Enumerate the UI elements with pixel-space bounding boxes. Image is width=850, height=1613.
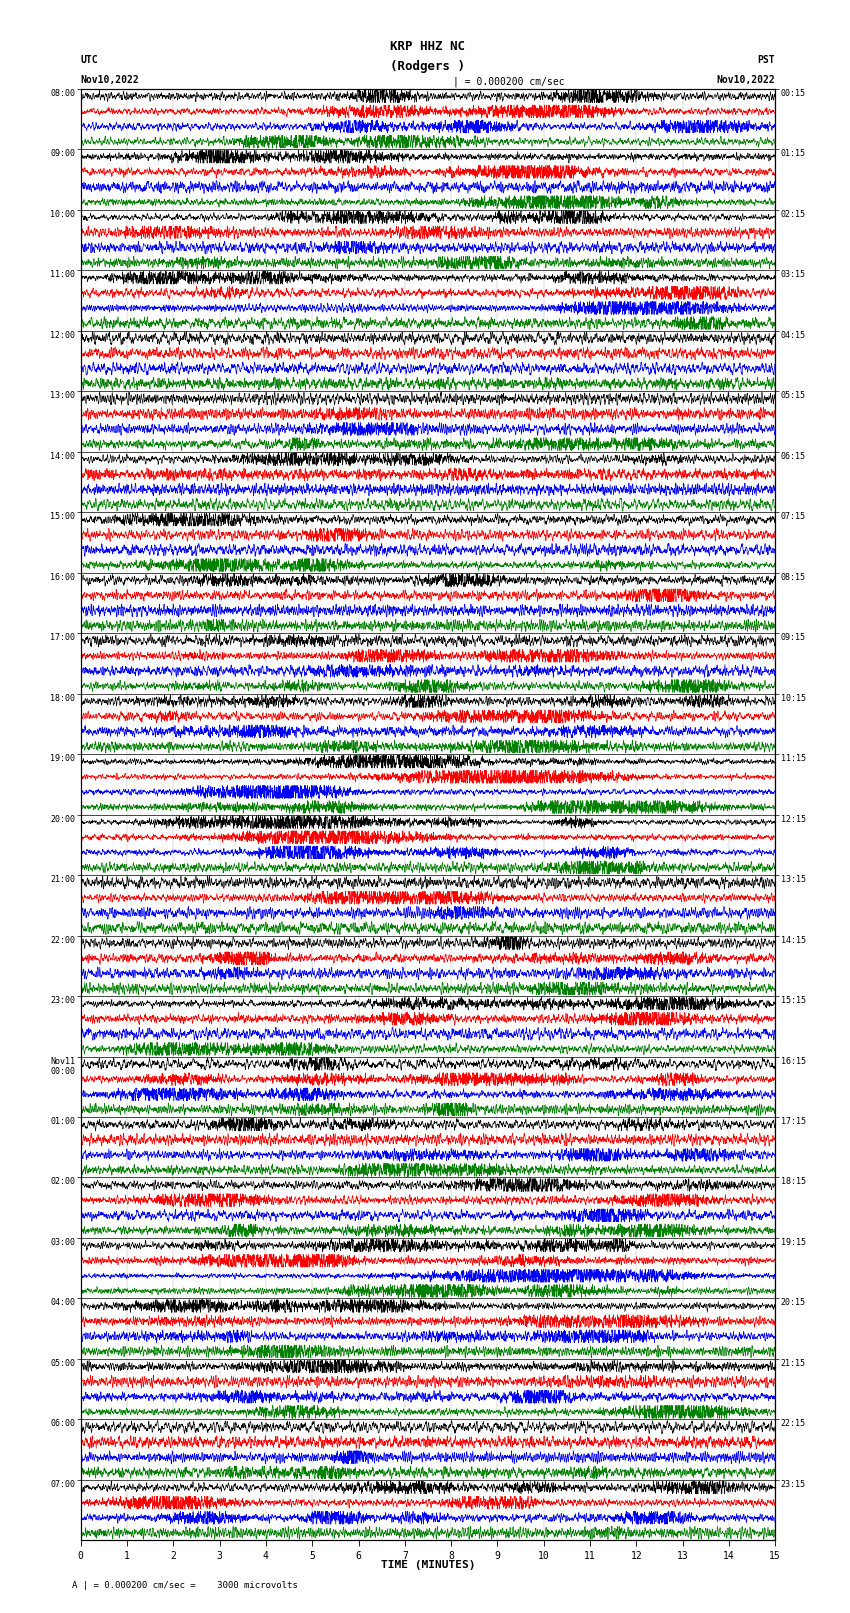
Text: A | = 0.000200 cm/sec =    3000 microvolts: A | = 0.000200 cm/sec = 3000 microvolts [72, 1581, 298, 1590]
Text: (Rodgers ): (Rodgers ) [390, 60, 466, 73]
Text: TIME (MINUTES): TIME (MINUTES) [381, 1560, 475, 1569]
Text: UTC: UTC [81, 55, 99, 65]
Text: Nov10,2022: Nov10,2022 [81, 76, 139, 85]
Text: PST: PST [757, 55, 775, 65]
Text: Nov10,2022: Nov10,2022 [717, 76, 775, 85]
Text: KRP HHZ NC: KRP HHZ NC [390, 40, 466, 53]
Text: | = 0.000200 cm/sec: | = 0.000200 cm/sec [454, 76, 565, 87]
